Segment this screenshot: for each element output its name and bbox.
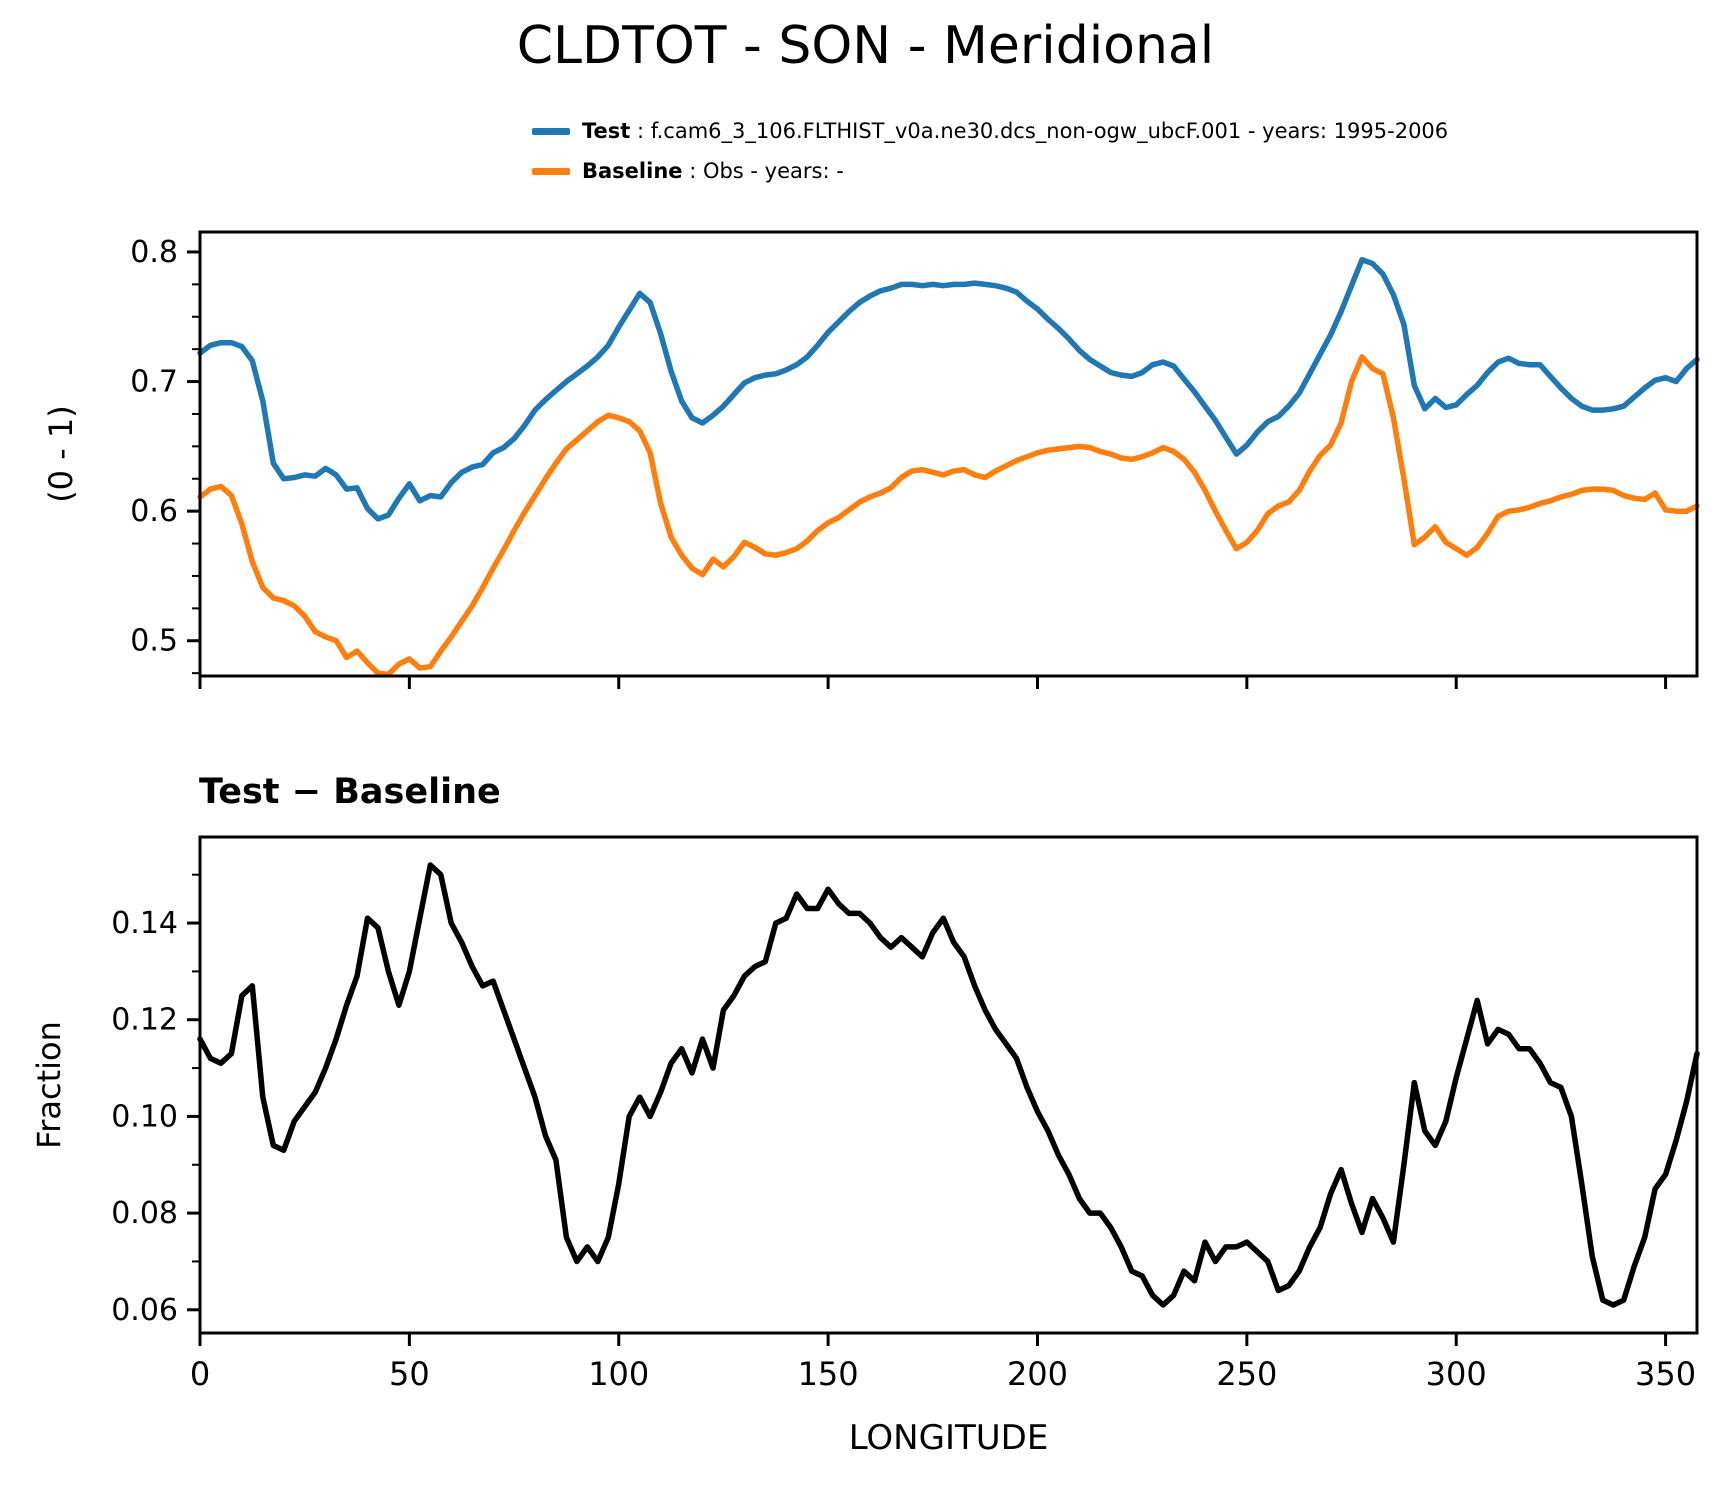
axes-frame [198,230,1699,678]
difference-plot: 0.06 0.08 0.10 0.12 0.14 0 50 100 150 200 250 300 35… [30,835,1700,1458]
legend-text-test: Test : f.cam6_3_106.FLTHIST_v0a.ne30.dcs… [582,119,1448,143]
y-tick-label: 0.5 [130,624,178,659]
y-tick-label: 0.10 [111,1099,178,1134]
difference-panel-subtitle: Test − Baseline [199,772,501,812]
x-tick-label: 150 [798,1355,859,1393]
axes-frame [198,835,1699,1335]
y-tick-label: 0.12 [111,1003,178,1038]
x-tick-label: 0 [190,1355,210,1393]
x-tick-label: 100 [588,1355,649,1393]
y-tick-label: 0.06 [111,1293,178,1328]
x-axis-label: LONGITUDE [849,1418,1049,1458]
series-test [197,256,1700,522]
series-baseline [197,354,1700,678]
legend-swatch-test [532,127,570,135]
legend-text-baseline: Baseline : Obs - years: - [582,159,844,183]
legend-swatch-baseline [532,167,570,175]
y-tick-label: 0.8 [130,235,178,270]
x-tick-label: 350 [1635,1355,1696,1393]
legend-label-baseline: Baseline [582,159,683,183]
legend-item-baseline: Baseline : Obs - years: - [532,158,1448,184]
x-tick-label: 200 [1007,1355,1068,1393]
x-tick-label: 300 [1426,1355,1487,1393]
y-axis-label: (0 - 1) [42,405,80,503]
overlay-plot: 0.5 0.6 0.7 0.8 (0 - 1) [42,230,1700,689]
y-tick-label: 0.08 [111,1196,178,1231]
legend: Test : f.cam6_3_106.FLTHIST_v0a.ne30.dcs… [532,118,1448,198]
legend-desc-test: : f.cam6_3_106.FLTHIST_v0a.ne30.dcs_non-… [630,119,1449,143]
legend-label-test: Test [582,119,631,143]
y-axis-label: Fraction [30,1021,68,1149]
y-tick-label: 0.6 [130,494,178,529]
x-tick-label: 250 [1216,1355,1277,1393]
series-test-baseline [197,862,1700,1308]
figure-title: CLDTOT - SON - Meridional [516,16,1215,76]
y-tick-label: 0.7 [130,365,178,400]
x-tick-label: 50 [389,1355,430,1393]
y-tick-label: 0.14 [111,906,178,941]
legend-item-test: Test : f.cam6_3_106.FLTHIST_v0a.ne30.dcs… [532,118,1448,144]
legend-desc-baseline: : Obs - years: - [682,159,844,183]
